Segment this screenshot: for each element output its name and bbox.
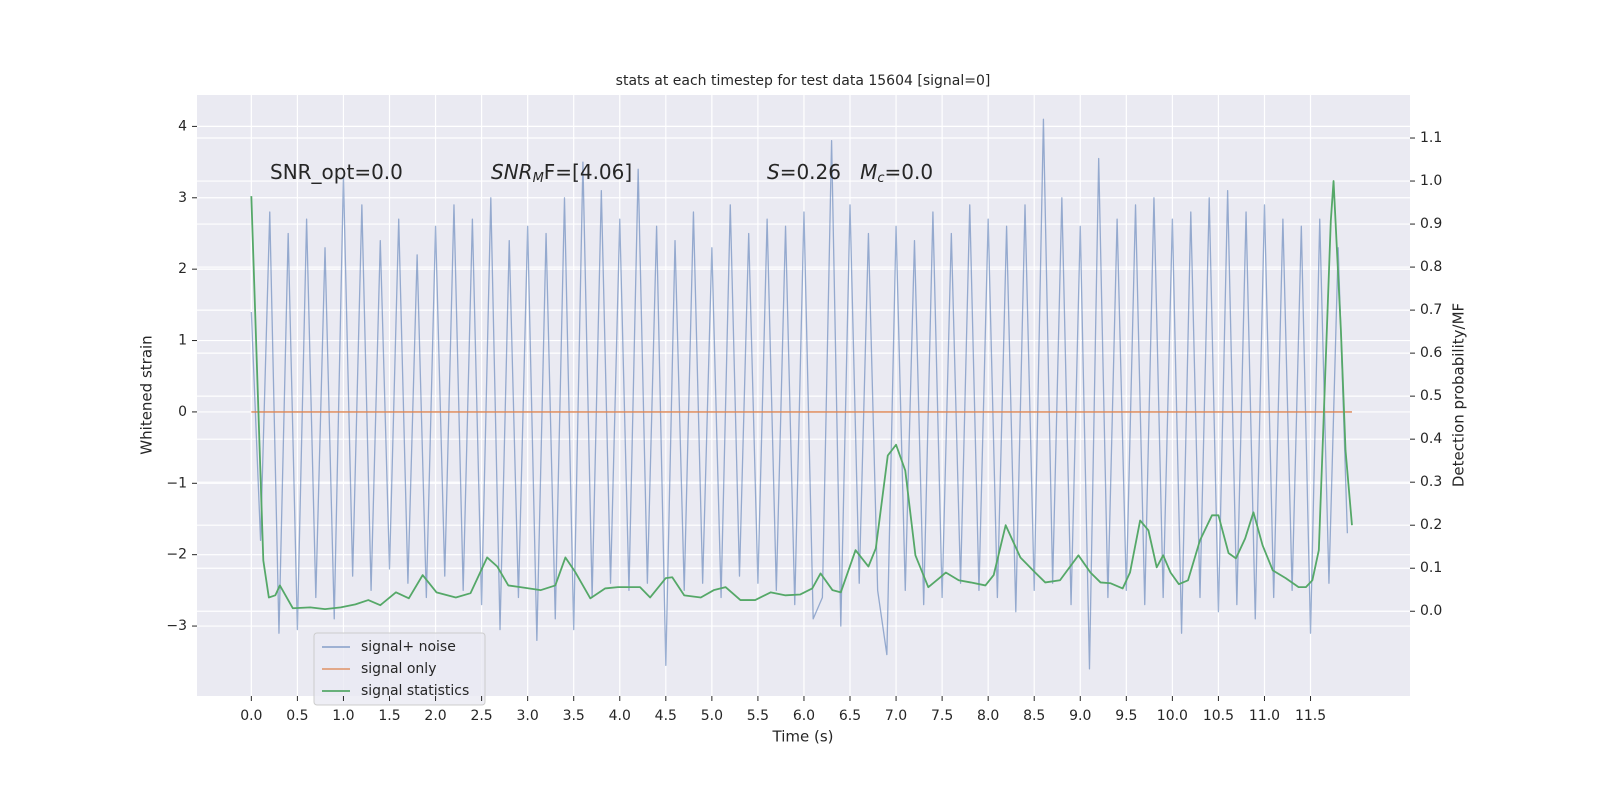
annotation-text: =0.26 [780, 160, 860, 184]
y-tick-label: −1 [166, 475, 187, 491]
y2-tick-label: 0.5 [1420, 388, 1442, 404]
y-tick-label: 2 [178, 261, 187, 277]
y2-tick-label: 0.0 [1420, 603, 1442, 619]
y-tick-label: 0 [178, 404, 187, 420]
annotation-text: M [860, 160, 877, 184]
annotation-text: F=[4.06] [544, 160, 632, 184]
x-tick-label: 5.5 [747, 708, 769, 724]
x-tick-label: 6.0 [793, 708, 815, 724]
y2-tick-label: 0.6 [1420, 345, 1442, 361]
y2-axis-label: Detection probability/MF [1450, 303, 1468, 487]
x-axis-label: Time (s) [772, 728, 834, 746]
x-tick-label: 11.5 [1295, 708, 1326, 724]
annotation-text: =0.0 [885, 160, 934, 184]
y-tick-label: 3 [178, 190, 187, 206]
y2-tick-label: 0.8 [1420, 259, 1442, 275]
x-tick-label: 9.0 [1069, 708, 1091, 724]
y2-tick-label: 0.7 [1420, 302, 1442, 318]
x-tick-label: 1.5 [378, 708, 400, 724]
x-tick-label: 3.0 [517, 708, 539, 724]
y-tick-label: −2 [166, 547, 187, 563]
y2-tick-label: 0.2 [1420, 517, 1442, 533]
legend-label: signal only [361, 661, 436, 677]
chart-title: stats at each timestep for test data 156… [616, 73, 991, 89]
annotation-subscript: M [533, 171, 544, 186]
x-tick-label: 7.5 [931, 708, 953, 724]
y2-tick-label: 0.9 [1420, 216, 1442, 232]
x-tick-label: 11.0 [1249, 708, 1280, 724]
x-tick-label: 6.5 [839, 708, 861, 724]
y-tick-label: 1 [178, 333, 187, 349]
legend-label: signal+ noise [361, 639, 456, 655]
annotation: S=0.26 Mc=0.0 [767, 160, 933, 186]
x-tick-label: 9.5 [1115, 708, 1137, 724]
y2-tick-label: 1.1 [1420, 130, 1442, 146]
annotation-text: S [767, 160, 780, 184]
x-tick-label: 3.5 [563, 708, 585, 724]
x-tick-label: 7.0 [885, 708, 907, 724]
legend-box [313, 632, 486, 706]
x-tick-label: 0.5 [286, 708, 308, 724]
annotation-text: SNR_opt=0.0 [270, 160, 403, 184]
y2-tick-label: 0.4 [1420, 431, 1442, 447]
x-tick-label: 1.0 [332, 708, 354, 724]
y-tick-label: −3 [166, 618, 187, 634]
series-line [250, 118, 1349, 670]
x-tick-label: 4.5 [655, 708, 677, 724]
x-tick-label: 10.5 [1203, 708, 1234, 724]
legend-label: signal statistics [361, 683, 469, 699]
y2-tick-label: 1.0 [1420, 173, 1442, 189]
series-line [250, 180, 1353, 610]
x-tick-label: 4.0 [609, 708, 631, 724]
x-tick-label: 10.0 [1157, 708, 1188, 724]
x-tick-label: 8.5 [1023, 708, 1045, 724]
annotation-text: SNR [491, 160, 533, 184]
x-tick-label: 2.5 [470, 708, 492, 724]
y2-tick-label: 0.1 [1420, 560, 1442, 576]
annotation-subscript: c [877, 171, 884, 186]
y2-tick-label: 0.3 [1420, 474, 1442, 490]
annotation: SNRMF=[4.06] [491, 160, 632, 186]
x-tick-label: 8.0 [977, 708, 999, 724]
x-tick-label: 0.0 [240, 708, 262, 724]
x-tick-label: 2.0 [424, 708, 446, 724]
annotation: SNR_opt=0.0 [270, 160, 403, 184]
y-tick-label: 4 [178, 118, 187, 134]
y-axis-label: Whitened strain [138, 335, 156, 454]
x-tick-label: 5.0 [701, 708, 723, 724]
